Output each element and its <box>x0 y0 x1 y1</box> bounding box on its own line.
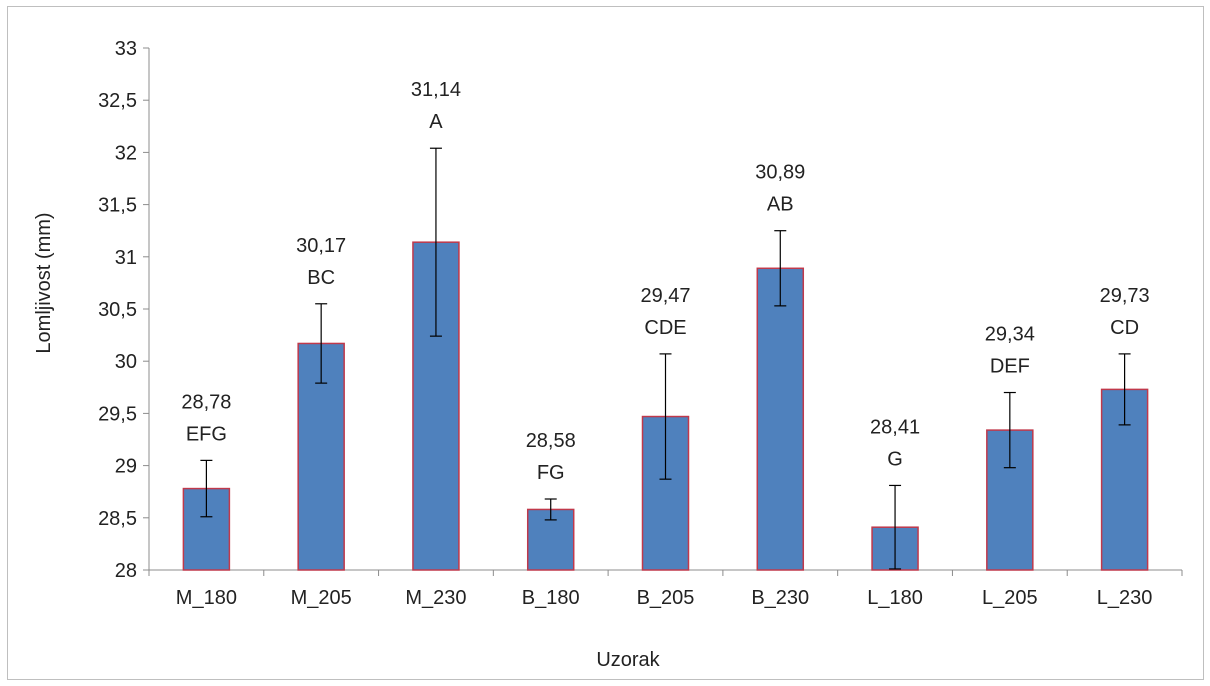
chart-frame: 28 28,5 29 29,5 30 30,5 31 31,5 32 32,5 33 M_180 M_… <box>7 6 1204 680</box>
data-label-group: DEF <box>990 356 1030 378</box>
x-tick-label: M_180 <box>176 587 237 609</box>
error-bars <box>200 147 1131 570</box>
x-tick-label: M_205 <box>291 587 352 609</box>
x-tick-label: B_180 <box>522 587 580 609</box>
data-label-group: AB <box>767 194 794 216</box>
bar <box>641 415 690 571</box>
x-tick-label: M_230 <box>405 587 466 609</box>
y-tick-label: 32 <box>115 142 137 164</box>
data-label-value: 28,78 <box>181 391 231 413</box>
y-tick-label: 30,5 <box>98 299 137 321</box>
data-label-value: 30,17 <box>296 235 346 257</box>
data-label-value: 29,47 <box>640 285 690 307</box>
y-tick-label: 28,5 <box>98 508 137 530</box>
y-axis: 28 28,5 29 29,5 30 30,5 31 31,5 32 32,5 33 <box>98 38 150 582</box>
y-tick-label: 33 <box>115 38 137 60</box>
x-tick-label: B_230 <box>751 587 809 609</box>
data-label-value: 28,41 <box>870 416 920 438</box>
y-tick-label: 29 <box>115 456 137 478</box>
y-axis-title: Lomljivost (mm) <box>33 212 55 353</box>
x-axis-title: Uzorak <box>596 649 660 671</box>
data-label-group: CD <box>1110 317 1139 339</box>
data-label-value: 31,14 <box>411 79 461 101</box>
y-tick-label: 30 <box>115 351 137 373</box>
data-label-value: 29,34 <box>985 324 1035 346</box>
bar <box>756 267 805 571</box>
data-labels: 28,78 EFG 30,17 BC 31,14 A 28,58 FG 29,47 CDE 30,8… <box>181 79 1149 484</box>
data-label-group: G <box>887 448 903 470</box>
y-tick-label: 28 <box>115 560 137 582</box>
data-label-value: 29,73 <box>1100 285 1150 307</box>
y-tick-label: 31 <box>115 247 137 269</box>
data-label-value: 30,89 <box>755 162 805 184</box>
data-label-group: FG <box>537 462 565 484</box>
x-tick-label: L_205 <box>982 587 1038 609</box>
x-tick-label: L_230 <box>1097 587 1153 609</box>
data-label-value: 28,58 <box>526 430 576 452</box>
y-tick-label: 31,5 <box>98 195 137 217</box>
x-tick-label: L_180 <box>867 587 923 609</box>
y-tick-label: 32,5 <box>98 90 137 112</box>
x-tick-label: B_205 <box>637 587 695 609</box>
data-label-group: CDE <box>644 317 686 339</box>
data-label-group: EFG <box>186 423 227 445</box>
data-label-group: BC <box>307 267 335 289</box>
y-tick-label: 29,5 <box>98 403 137 425</box>
x-axis: M_180 M_205 M_230 B_180 B_205 B_230 L_180 L_205… <box>148 569 1183 609</box>
data-label-group: A <box>429 111 443 133</box>
bars <box>182 241 1149 571</box>
